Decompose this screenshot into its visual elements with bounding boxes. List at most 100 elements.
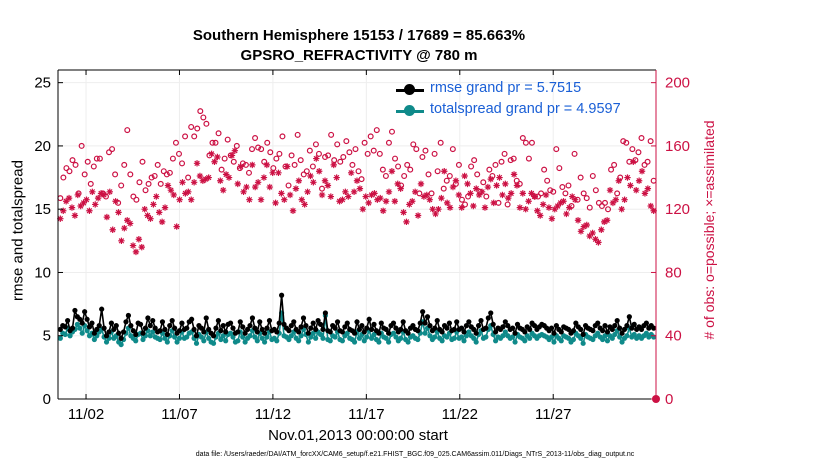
- assimilated-point: [254, 179, 262, 186]
- assimilated-point: [458, 204, 465, 211]
- rmse-point: [514, 321, 521, 327]
- totalspread-point: [298, 333, 304, 339]
- assimilated-point: [307, 172, 314, 180]
- x-tick-label: 11/07: [161, 406, 197, 423]
- assimilated-point: [121, 224, 128, 232]
- totalspread-point: [368, 335, 375, 341]
- possible-point: [486, 166, 493, 173]
- possible-point: [620, 138, 627, 145]
- assimilated-point: [650, 207, 657, 214]
- totalspread-point: [631, 331, 637, 338]
- rmse-point: [376, 330, 382, 336]
- possible-point: [66, 168, 73, 175]
- rmse-point: [86, 324, 93, 330]
- totalspread-point: [356, 335, 363, 341]
- rmse-point: [191, 326, 197, 333]
- assimilated-point: [502, 180, 509, 188]
- y-tick-label-right: 80: [665, 264, 682, 281]
- totalspread-point: [339, 338, 346, 344]
- assimilated-point: [598, 226, 605, 233]
- possible-point: [69, 157, 76, 164]
- assimilated-point: [449, 183, 457, 191]
- rmse-point: [599, 328, 606, 334]
- possible-point: [133, 196, 140, 203]
- rmse-point: [444, 325, 450, 331]
- rmse-point: [203, 315, 209, 321]
- assimilated-point: [310, 179, 317, 186]
- totalspread-point: [578, 335, 584, 341]
- possible-point: [404, 161, 411, 168]
- assimilated-point: [234, 180, 241, 188]
- assimilated-point: [481, 204, 489, 211]
- assimilated-point: [301, 201, 308, 208]
- assimilated-point: [589, 229, 596, 237]
- possible-point: [443, 177, 450, 184]
- totalspread-point: [74, 321, 80, 327]
- possible-point: [209, 139, 216, 146]
- possible-point: [623, 139, 630, 146]
- y-tick-label-left: 5: [43, 328, 51, 345]
- assimilated-point: [246, 196, 253, 203]
- totalspread-point: [274, 338, 280, 344]
- totalspread-point: [602, 333, 608, 339]
- assimilated-point: [612, 196, 620, 203]
- assimilated-point: [603, 217, 611, 224]
- rmse-point: [454, 319, 460, 325]
- rmse-point: [356, 326, 363, 333]
- assimilated-point: [569, 193, 576, 200]
- possible-point: [322, 153, 329, 160]
- rmse-point: [393, 325, 399, 331]
- assimilated-point: [281, 196, 288, 203]
- rmse-point: [305, 330, 311, 336]
- possible-point: [93, 155, 100, 162]
- totalspread-point: [223, 338, 229, 344]
- assimilated-point: [115, 209, 122, 216]
- possible-point: [449, 146, 456, 153]
- possible-point: [395, 163, 402, 170]
- totalspread-point: [174, 339, 180, 345]
- assimilated-point: [283, 163, 291, 170]
- possible-point: [273, 155, 280, 162]
- y-axis-label-right: # of obs: o=possible; ×=assimilated: [701, 120, 717, 340]
- totalspread-point: [444, 334, 450, 340]
- possible-point: [492, 161, 499, 168]
- rmse-point: [614, 317, 620, 324]
- assimilated-point: [126, 220, 134, 227]
- totalspread-point: [599, 336, 606, 343]
- totalspread-point: [84, 328, 90, 334]
- rmse-point: [580, 331, 586, 338]
- totalspread-point: [512, 339, 518, 345]
- rmse-point: [193, 333, 200, 339]
- totalspread-point: [210, 340, 217, 346]
- totalspread-point: [432, 334, 438, 340]
- assimilated-point: [225, 174, 233, 181]
- totalspread-point: [398, 335, 404, 341]
- rmse-point: [249, 315, 256, 321]
- assimilated-point: [513, 182, 521, 189]
- possible-point: [629, 146, 636, 153]
- rmse-point: [223, 329, 229, 335]
- assimilated-point: [446, 204, 454, 211]
- possible-point: [507, 157, 514, 164]
- possible-point: [285, 182, 292, 189]
- assimilated-point: [595, 239, 602, 246]
- assimilated-point: [461, 172, 468, 180]
- assimilated-point: [266, 183, 273, 191]
- assimilated-point: [557, 199, 564, 207]
- totalspread-point: [77, 325, 83, 331]
- possible-point: [598, 203, 605, 210]
- totalspread-point: [133, 338, 139, 344]
- totalspread-point: [201, 338, 207, 344]
- possible-point: [255, 144, 262, 151]
- totalspread-point: [451, 335, 457, 341]
- rmse-point: [405, 330, 411, 336]
- assimilated-point: [173, 223, 180, 230]
- rmse-point: [91, 330, 97, 336]
- rmse-point: [332, 325, 338, 331]
- assimilated-point: [318, 191, 326, 199]
- assimilated-point: [525, 198, 532, 205]
- assimilated-point: [339, 196, 346, 203]
- possible-point: [592, 187, 599, 194]
- rmse-point: [281, 321, 287, 327]
- y-tick-label-left: 10: [34, 264, 51, 281]
